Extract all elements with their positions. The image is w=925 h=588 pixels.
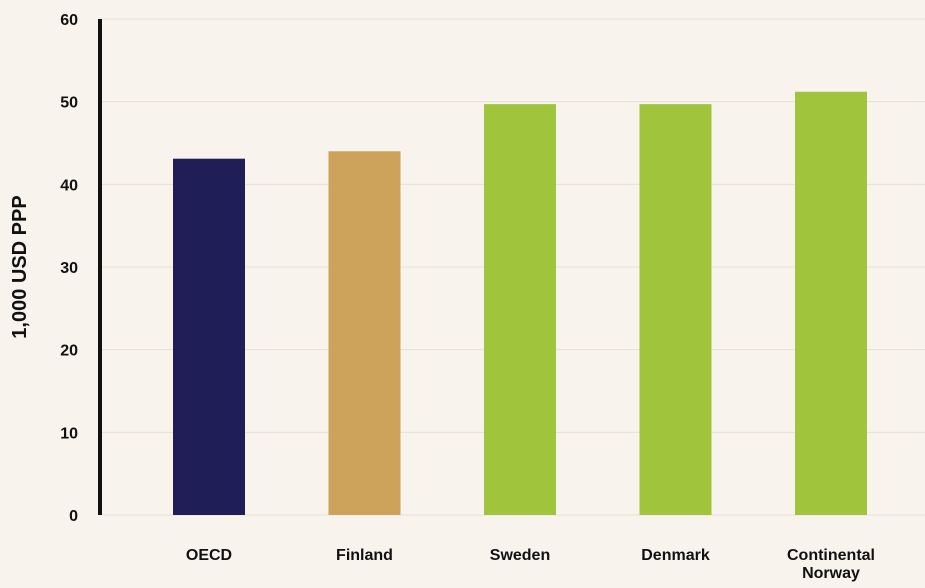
bar-denmark xyxy=(639,104,712,515)
y-tick-label: 60 xyxy=(60,12,78,29)
y-tick-label: 10 xyxy=(60,425,78,442)
y-tick-label: 20 xyxy=(60,343,78,360)
x-category-label: Denmark xyxy=(641,547,710,564)
y-tick-label: 30 xyxy=(60,260,78,277)
x-category-label: Sweden xyxy=(490,547,550,564)
bars xyxy=(173,91,867,515)
y-tick-label: 50 xyxy=(60,95,78,112)
x-category-labels: OECD Finland Sweden Denmark Continental Norwa… xyxy=(186,547,875,582)
bar-continental-norway xyxy=(795,91,867,515)
bar-sweden xyxy=(484,104,556,515)
bar-oecd xyxy=(173,158,245,515)
y-axis-title: 1,000 USD PPP xyxy=(9,195,31,338)
x-category-label: OECD xyxy=(186,547,232,564)
y-tick-label: 0 xyxy=(69,508,78,525)
x-category-label: Finland xyxy=(336,547,393,564)
y-tick-labels: 0 10 20 30 40 50 60 xyxy=(60,12,78,525)
y-tick-label: 40 xyxy=(60,177,78,194)
x-category-label: Continental Norway xyxy=(787,547,875,582)
bar-finland xyxy=(328,151,401,515)
